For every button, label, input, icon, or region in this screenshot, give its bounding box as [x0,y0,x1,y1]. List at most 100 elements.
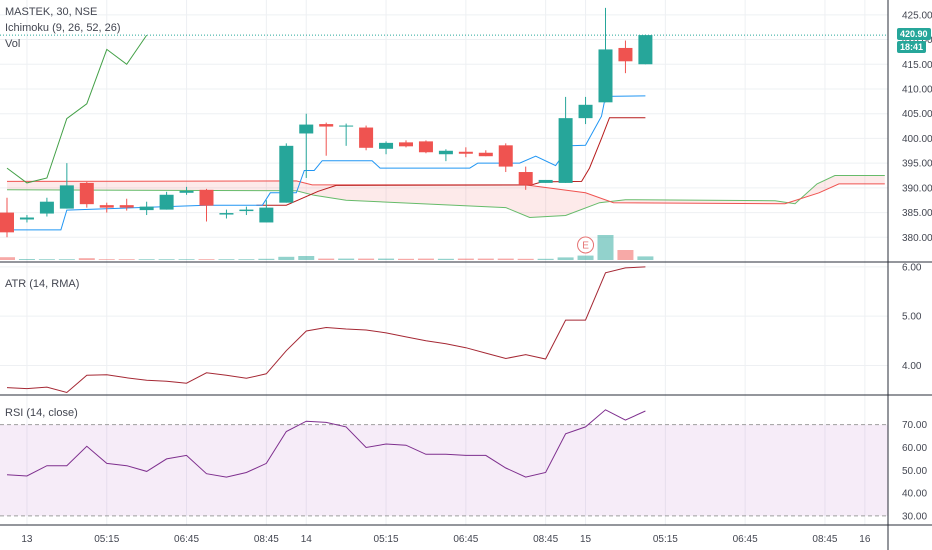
candle-body [119,205,134,208]
candle-body [299,124,314,134]
candle-body [399,142,413,147]
countdown-tag: 18:41 [897,41,927,54]
price-tick-label: 390.00 [902,183,932,194]
candle-body [379,142,394,149]
volume-bar [617,250,634,260]
volume-bar [238,259,255,260]
atr-line [6,266,646,394]
candle-body [418,141,433,153]
volume-bar [338,258,355,260]
price-tick-label: 425.00 [902,10,932,21]
candle-body [179,190,194,193]
candle-body [498,145,513,167]
candle-body [478,152,493,157]
volume-bar [398,258,414,260]
price-tick-label: 380.00 [902,233,932,244]
time-axis-label: 06:45 [453,534,478,545]
candle-body [59,185,74,209]
volume-bar [158,259,175,260]
earnings-marker-label: E [582,241,589,252]
volume-bar [278,256,295,260]
atr-tick-label: 5.00 [902,312,922,323]
volume-bar [38,259,55,260]
candle-body [458,151,473,154]
candle-body [319,124,334,127]
candle-body [199,189,214,206]
time-axis-label: 08:45 [533,534,558,545]
volume-bar [58,259,75,260]
volume-bar [378,258,395,260]
time-axis-label: 13 [21,534,33,545]
volume-bar [298,256,315,260]
volume-bar [98,259,115,260]
candle-body [518,172,533,185]
candle-body [359,127,374,148]
candle-body [99,205,114,208]
time-axis-label: 15 [580,534,592,545]
volume-bar [258,258,275,260]
symbol-title[interactable]: MASTEK, 30, NSE [5,6,98,18]
conversion-line-tenkan [7,95,646,231]
time-axis-label: 08:45 [254,534,279,545]
lagging-span-line [6,34,148,184]
volume-bar [78,258,95,260]
rsi-tick-label: 30.00 [902,511,927,522]
rsi-tick-label: 40.00 [902,489,927,500]
candle-body [79,182,94,205]
price-tick-label: 395.00 [902,159,932,170]
candle-body [279,145,294,203]
volume-bar [577,255,594,260]
volume-bar [138,259,155,260]
time-axis-label: 06:45 [733,534,758,545]
rsi-line [6,409,646,478]
last-price-tag: 420.90 [897,28,931,41]
earnings-marker-icon [577,236,595,254]
rsi-band [0,424,888,516]
candle-body [0,212,14,233]
atr-legend[interactable]: ATR (14, RMA) [5,278,80,290]
candle-body [438,150,453,155]
volume-bar [417,258,434,260]
ichimoku-legend[interactable]: Ichimoku (9, 26, 52, 26) [5,22,121,34]
ichimoku-cloud [7,175,885,218]
rsi-tick-label: 70.00 [902,420,927,431]
volume-bar [118,259,135,260]
candle-body [578,104,593,119]
atr-tick-label: 6.00 [902,262,922,273]
rsi-legend[interactable]: RSI (14, close) [5,407,78,419]
leading-span-b-line [6,180,885,205]
candle-body [139,206,154,211]
time-axis-label: 05:15 [374,534,399,545]
time-axis-label: 05:15 [653,534,678,545]
volume-legend[interactable]: Vol [5,38,21,50]
price-tick-label: 385.00 [902,208,932,219]
time-axis-label: 14 [301,534,313,545]
price-tick-label: 410.00 [902,84,932,95]
candle-body [19,217,34,220]
volume-bar [218,259,235,260]
candle-body [39,201,54,214]
volume-bar [318,258,335,260]
volume-bar [497,258,514,260]
atr-tick-label: 4.00 [902,361,922,372]
candle-body [558,118,573,183]
time-axis-label: 08:45 [812,534,837,545]
volume-bar [477,258,494,260]
candle-body [638,35,653,65]
candle-body [538,179,553,183]
candle-body [259,207,274,223]
candle-body [159,194,174,210]
volume-bar [358,258,375,260]
volume-bar [437,258,454,260]
volume-bar [178,259,195,260]
leading-span-a-line [6,175,885,219]
volume-bar [517,258,534,260]
rsi-tick-label: 60.00 [902,443,927,454]
time-axis-label: 16 [859,534,871,545]
time-axis-label: 06:45 [174,534,199,545]
candle-body [219,213,234,215]
price-tick-label: 400.00 [902,134,932,145]
candle-body [239,209,254,212]
candle-body [598,49,613,103]
